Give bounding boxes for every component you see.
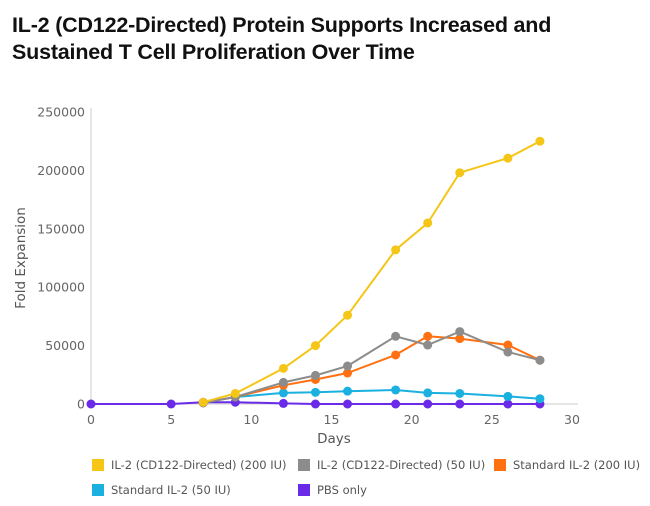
series-line xyxy=(203,330,541,404)
y-tick-label: 250000 xyxy=(37,105,85,120)
x-tick-label: 0 xyxy=(87,412,95,427)
legend-item-pbs-only[interactable]: PBS only xyxy=(298,483,367,497)
legend-swatch xyxy=(494,459,506,471)
data-point[interactable] xyxy=(503,340,513,350)
data-point[interactable] xyxy=(503,153,513,163)
data-point[interactable] xyxy=(310,370,320,380)
x-tick-label: 10 xyxy=(243,412,259,427)
data-point[interactable] xyxy=(455,327,465,337)
x-tick-label: 5 xyxy=(167,412,175,427)
y-tick-label: 0 xyxy=(77,397,85,412)
data-point[interactable] xyxy=(278,363,288,373)
legend-item-il2-cd122-200[interactable]: IL-2 (CD122-Directed) (200 IU) xyxy=(92,458,287,472)
data-point[interactable] xyxy=(391,385,401,395)
data-point[interactable] xyxy=(503,347,513,357)
legend-swatch xyxy=(298,484,310,496)
x-tick-label: 25 xyxy=(484,412,500,427)
legend-swatch xyxy=(92,484,104,496)
data-point[interactable] xyxy=(343,361,353,371)
data-point[interactable] xyxy=(343,399,353,409)
x-tick-label: 15 xyxy=(324,412,340,427)
series-pbs-only xyxy=(86,397,545,409)
legend-item-standard-il2-200[interactable]: Standard IL-2 (200 IU) xyxy=(494,458,640,472)
legend-label: PBS only xyxy=(317,483,367,497)
data-point[interactable] xyxy=(423,399,433,409)
data-point[interactable] xyxy=(166,399,176,409)
data-point[interactable] xyxy=(535,355,545,365)
series-group xyxy=(86,136,545,409)
y-axis-label: Fold Expansion xyxy=(13,207,29,309)
data-point[interactable] xyxy=(230,388,240,398)
data-point[interactable] xyxy=(503,399,513,409)
y-tick-label: 100000 xyxy=(37,280,85,295)
data-point[interactable] xyxy=(535,394,545,404)
data-point[interactable] xyxy=(535,136,545,146)
series-line xyxy=(91,401,540,405)
data-point[interactable] xyxy=(278,388,288,398)
data-point[interactable] xyxy=(423,340,433,350)
legend-label: IL-2 (CD122-Directed) (200 IU) xyxy=(111,458,287,472)
data-point[interactable] xyxy=(310,387,320,397)
x-tick-labels: 0 5 10 15 20 25 30 xyxy=(87,412,580,427)
data-point[interactable] xyxy=(455,388,465,398)
legend-item-il2-cd122-50[interactable]: IL-2 (CD122-Directed) (50 IU) xyxy=(298,458,485,472)
data-point[interactable] xyxy=(198,397,208,407)
data-point[interactable] xyxy=(391,350,401,360)
axes xyxy=(90,108,578,405)
data-point[interactable] xyxy=(455,399,465,409)
x-tick-label: 20 xyxy=(404,412,420,427)
data-point[interactable] xyxy=(278,377,288,387)
legend-label: IL-2 (CD122-Directed) (50 IU) xyxy=(317,458,486,472)
data-point[interactable] xyxy=(310,341,320,351)
legend-swatch xyxy=(298,459,310,471)
chart-title: IL-2 (CD122-Directed) Protein Supports I… xyxy=(12,13,552,64)
data-point[interactable] xyxy=(343,386,353,396)
data-point[interactable] xyxy=(86,399,96,409)
data-point[interactable] xyxy=(310,399,320,409)
series-line xyxy=(202,140,541,404)
series-il-2-cd122-directed-200-iu xyxy=(198,136,545,407)
data-point[interactable] xyxy=(343,368,353,378)
series-line xyxy=(203,389,540,404)
x-axis-label: Days xyxy=(317,431,351,447)
series-il-2-cd122-directed-50-iu xyxy=(198,327,545,408)
data-point[interactable] xyxy=(391,399,401,409)
data-point[interactable] xyxy=(455,334,465,344)
y-tick-label: 200000 xyxy=(37,163,85,178)
legend-item-standard-il2-50[interactable]: Standard IL-2 (50 IU) xyxy=(92,483,231,497)
data-point[interactable] xyxy=(503,391,513,401)
data-point[interactable] xyxy=(391,245,401,255)
legend-swatch xyxy=(92,459,104,471)
data-point[interactable] xyxy=(423,218,433,228)
data-point[interactable] xyxy=(278,398,288,408)
data-point[interactable] xyxy=(343,310,353,320)
y-tick-label: 150000 xyxy=(37,221,85,236)
x-tick-label: 30 xyxy=(564,412,580,427)
data-point[interactable] xyxy=(423,331,433,341)
data-point[interactable] xyxy=(391,331,401,341)
data-point[interactable] xyxy=(423,388,433,398)
legend-label: Standard IL-2 (50 IU) xyxy=(111,483,231,497)
legend-label: Standard IL-2 (200 IU) xyxy=(513,458,641,472)
y-tick-labels: 0 50000 100000 150000 200000 250000 xyxy=(37,105,85,412)
y-tick-label: 50000 xyxy=(45,338,85,353)
series-line xyxy=(203,335,541,404)
data-point[interactable] xyxy=(455,168,465,178)
